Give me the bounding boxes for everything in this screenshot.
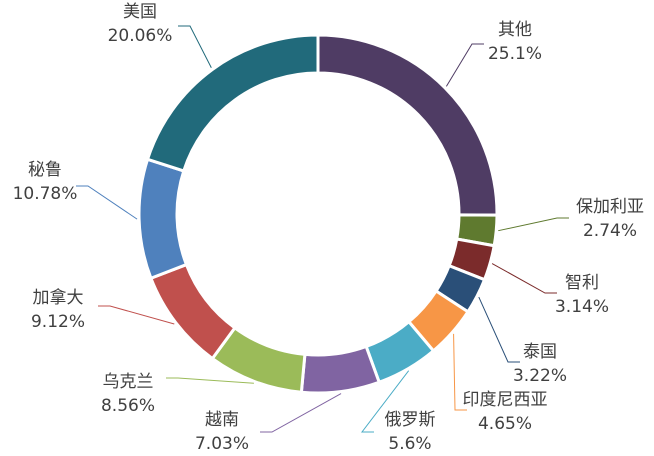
label-value: 25.1% (488, 44, 542, 64)
leader-line (478, 296, 520, 363)
label-name: 越南 (205, 410, 239, 430)
leader-line (445, 43, 484, 87)
label-name: 俄罗斯 (385, 410, 436, 430)
donut-segment (145, 33, 320, 173)
label-value: 4.65% (478, 414, 532, 434)
donut-segment (299, 344, 382, 395)
label-value: 8.56% (101, 396, 155, 416)
label-name: 美国 (123, 2, 157, 22)
label-value: 9.12% (31, 312, 85, 332)
donut-segment (316, 33, 499, 217)
label-name: 加拿大 (33, 287, 84, 308)
label-name: 泰国 (523, 342, 557, 362)
donut-segment (148, 262, 237, 361)
leader-line (166, 377, 254, 384)
leader-line (453, 333, 467, 411)
leader-line (491, 263, 557, 294)
label-value: 20.06% (108, 26, 173, 46)
leader-line (76, 185, 138, 220)
leader-line (178, 25, 212, 68)
label-value: 3.22% (513, 366, 567, 386)
label-name: 保加利亚 (576, 197, 644, 217)
leader-line (260, 393, 342, 433)
label-name: 印度尼西亚 (463, 390, 548, 410)
label-name: 秘鲁 (28, 160, 62, 180)
label-name: 其他 (498, 20, 532, 40)
label-value: 10.78% (13, 184, 78, 204)
label-value: 5.6% (388, 434, 431, 454)
label-name: 乌克兰 (103, 372, 154, 392)
label-name: 智利 (565, 273, 599, 293)
donut-segment (137, 157, 189, 281)
leader-line (360, 370, 410, 433)
label-value: 2.74% (583, 221, 637, 241)
label-value: 7.03% (195, 434, 249, 454)
label-value: 3.14% (555, 297, 609, 317)
leader-line (98, 305, 175, 325)
leader-line (498, 217, 569, 232)
